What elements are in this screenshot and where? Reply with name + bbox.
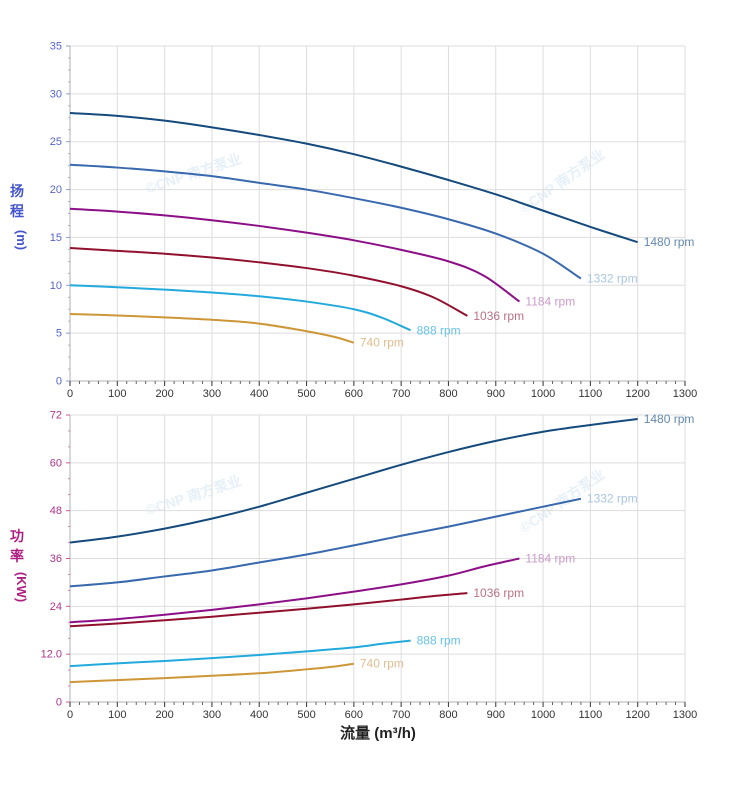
- svg-text:功: 功: [10, 528, 24, 544]
- svg-text:1184 rpm: 1184 rpm: [525, 295, 575, 309]
- svg-text:400: 400: [250, 388, 268, 400]
- svg-text:5: 5: [56, 328, 62, 340]
- svg-text:1036 rpm: 1036 rpm: [473, 309, 524, 323]
- svg-text:888 rpm: 888 rpm: [417, 634, 461, 648]
- svg-text:900: 900: [487, 709, 505, 721]
- svg-text:©CNP 南方泵业: ©CNP 南方泵业: [144, 472, 244, 518]
- svg-text:740 rpm: 740 rpm: [360, 657, 404, 671]
- svg-text:200: 200: [155, 709, 173, 721]
- svg-text:程: 程: [10, 203, 24, 219]
- svg-text:700: 700: [392, 388, 410, 400]
- svg-text:900: 900: [487, 388, 505, 400]
- svg-text:60: 60: [50, 457, 62, 469]
- svg-text:24: 24: [50, 601, 62, 613]
- svg-text:1200: 1200: [625, 709, 649, 721]
- svg-text:740 rpm: 740 rpm: [360, 336, 404, 350]
- svg-text:0: 0: [56, 376, 62, 388]
- svg-text:12.0: 12.0: [41, 649, 62, 661]
- svg-text:1000: 1000: [531, 709, 555, 721]
- svg-text:0: 0: [67, 709, 73, 721]
- svg-text:35: 35: [50, 41, 62, 53]
- svg-text:300: 300: [203, 709, 221, 721]
- svg-text:1184 rpm: 1184 rpm: [525, 552, 575, 566]
- svg-text:流量 (m³/h): 流量 (m³/h): [340, 724, 416, 742]
- svg-text:72: 72: [50, 410, 62, 422]
- svg-text:30: 30: [50, 88, 62, 100]
- svg-text:(KW): (KW): [14, 572, 29, 602]
- svg-text:400: 400: [250, 709, 268, 721]
- svg-text:1036 rpm: 1036 rpm: [473, 586, 524, 600]
- svg-text:500: 500: [297, 388, 315, 400]
- svg-text:1100: 1100: [579, 709, 603, 721]
- svg-text:36: 36: [50, 553, 62, 565]
- svg-text:100: 100: [108, 388, 126, 400]
- svg-text:300: 300: [203, 388, 221, 400]
- svg-text:1480 rpm: 1480 rpm: [644, 235, 695, 249]
- svg-text:20: 20: [50, 184, 62, 196]
- svg-text:0: 0: [56, 697, 62, 709]
- svg-text:888 rpm: 888 rpm: [417, 323, 461, 337]
- svg-text:(m): (m): [14, 230, 29, 250]
- svg-text:1200: 1200: [625, 388, 649, 400]
- svg-text:600: 600: [345, 709, 363, 721]
- svg-text:扬: 扬: [10, 183, 24, 199]
- svg-text:100: 100: [108, 709, 126, 721]
- svg-text:1300: 1300: [673, 388, 697, 400]
- svg-text:1332 rpm: 1332 rpm: [587, 272, 638, 286]
- svg-text:1000: 1000: [531, 388, 555, 400]
- svg-text:800: 800: [439, 388, 457, 400]
- svg-text:48: 48: [50, 505, 62, 517]
- svg-text:10: 10: [50, 280, 62, 292]
- svg-text:600: 600: [345, 388, 363, 400]
- svg-text:1300: 1300: [673, 709, 697, 721]
- svg-text:500: 500: [297, 709, 315, 721]
- svg-text:15: 15: [50, 232, 62, 244]
- svg-text:1332 rpm: 1332 rpm: [587, 492, 638, 506]
- svg-text:800: 800: [439, 709, 457, 721]
- svg-text:率: 率: [10, 548, 24, 564]
- svg-text:25: 25: [50, 136, 62, 148]
- svg-text:1100: 1100: [579, 388, 603, 400]
- svg-text:700: 700: [392, 709, 410, 721]
- svg-text:1480 rpm: 1480 rpm: [644, 412, 695, 426]
- svg-text:200: 200: [155, 388, 173, 400]
- svg-text:0: 0: [67, 388, 73, 400]
